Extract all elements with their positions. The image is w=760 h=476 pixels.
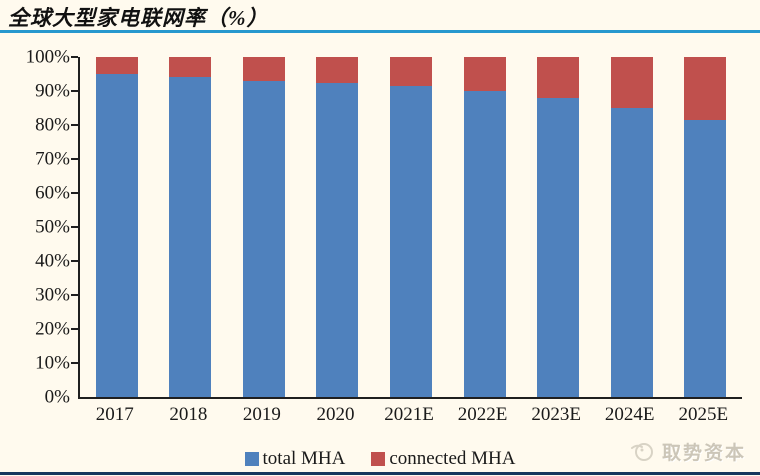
y-tick-label: 60% [35, 182, 70, 204]
legend-item-total-mha: total MHA [244, 448, 346, 470]
y-axis-tick [71, 192, 78, 194]
y-axis-tick [71, 362, 78, 364]
bar-segment-connected-mha [463, 57, 506, 91]
legend-swatch-icon [244, 452, 259, 466]
x-tick-label: 2024E [604, 404, 655, 425]
bar-2018 [169, 57, 212, 397]
y-axis-labels: 0% 10% 20% 30% 40% 50% 60% 70% 80% 90% 100% [0, 48, 72, 407]
y-axis-tick [71, 328, 78, 330]
bar-segment-connected-mha [316, 57, 359, 83]
bar-2025E [684, 57, 727, 397]
x-axis-labels: 2017 2018 2019 2020 2021E 2022E 2023E 2024E 2025… [78, 404, 740, 426]
x-tick-label: 2022E [457, 404, 508, 425]
legend-label: total MHA [262, 448, 346, 469]
bar-2020 [316, 57, 359, 397]
bar-segment-total-mha [242, 80, 285, 397]
y-axis-tick [71, 158, 78, 160]
bar-2022E [463, 57, 506, 397]
bar-segment-total-mha [389, 85, 432, 397]
bar-segment-connected-mha [537, 57, 580, 98]
plot-area [71, 56, 742, 399]
legend-label: connected MHA [389, 448, 516, 469]
bar-2023E [537, 57, 580, 397]
bar-segment-total-mha [463, 91, 506, 397]
y-tick-label: 100% [25, 46, 70, 68]
y-tick-label: 90% [35, 80, 70, 102]
bar-segment-connected-mha [610, 57, 653, 108]
y-tick-label: 30% [35, 284, 70, 306]
y-axis-tick [71, 90, 78, 92]
y-tick-label: 10% [35, 352, 70, 374]
watermark: 取势资本 [630, 438, 746, 465]
y-tick-label: 20% [35, 318, 70, 340]
x-tick-label: 2020 [316, 404, 355, 425]
bar-segment-connected-mha [169, 57, 212, 78]
watermark-label: 取势资本 [661, 443, 746, 464]
bars [80, 57, 742, 397]
bar-2017 [95, 57, 138, 397]
y-tick-label: 70% [35, 148, 70, 170]
bar-segment-connected-mha [95, 57, 138, 74]
legend-item-connected-mha: connected MHA [371, 448, 515, 470]
y-axis-tick [71, 260, 78, 262]
x-tick-label: 2017 [95, 404, 134, 425]
watermark-logo-icon [630, 442, 653, 461]
y-tick-label: 50% [35, 216, 70, 238]
y-tick-label: 80% [35, 114, 70, 136]
bar-2024E [610, 57, 653, 397]
y-tick-label: 0% [44, 386, 70, 408]
title-underline [0, 30, 760, 33]
bar-segment-total-mha [169, 77, 212, 397]
legend-swatch-icon [371, 452, 386, 466]
y-axis-tick [71, 124, 78, 126]
bar-segment-total-mha [95, 74, 138, 397]
x-tick-label: 2019 [242, 404, 281, 425]
chart-title: 全球大型家电联网率（%） [8, 6, 269, 30]
x-tick-label: 2018 [169, 404, 208, 425]
bar-2019 [242, 57, 285, 397]
bar-segment-connected-mha [684, 57, 727, 120]
chart-legend: total MHA connected MHA [0, 448, 760, 470]
y-tick-label: 40% [35, 250, 70, 272]
x-tick-label: 2025E [678, 404, 729, 425]
y-axis-tick [71, 294, 78, 296]
y-axis-tick [71, 226, 78, 228]
bar-segment-connected-mha [242, 57, 285, 81]
bottom-border [0, 472, 760, 475]
y-axis-tick [71, 56, 78, 58]
bar-segment-total-mha [537, 97, 580, 397]
x-tick-label: 2023E [531, 404, 581, 425]
bar-segment-total-mha [610, 108, 653, 397]
bar-segment-total-mha [316, 82, 359, 397]
x-tick-label: 2021E [384, 404, 434, 425]
bar-segment-total-mha [684, 119, 727, 397]
bar-2021E [389, 57, 432, 397]
bar-segment-connected-mha [389, 57, 432, 86]
